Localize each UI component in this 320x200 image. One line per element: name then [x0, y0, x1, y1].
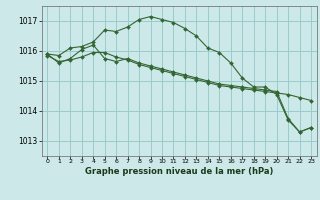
X-axis label: Graphe pression niveau de la mer (hPa): Graphe pression niveau de la mer (hPa) [85, 167, 273, 176]
